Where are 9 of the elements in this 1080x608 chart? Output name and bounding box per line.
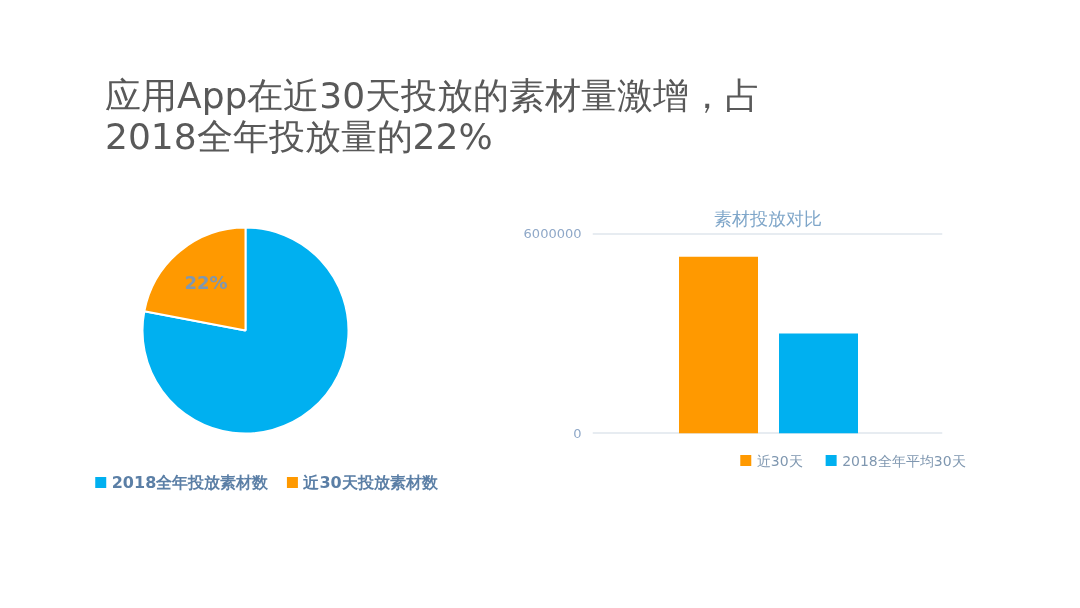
data-label: 22% — [184, 272, 228, 294]
chart-title: 素材投放对比 — [713, 207, 822, 229]
legend-label: 近30天投放素材数 — [302, 473, 439, 492]
y-tick-label: 0 — [573, 426, 582, 441]
legend-label: 近30天 — [756, 452, 803, 469]
y-tick-label: 6000000 — [523, 226, 582, 241]
legend-label: 2018全年平均30天 — [842, 452, 966, 469]
legend-label: 2018全年投放素材数 — [111, 473, 270, 492]
chart-title: 应用App在近30天投放的素材量激增，占2018全年投放量的22% — [105, 75, 763, 158]
